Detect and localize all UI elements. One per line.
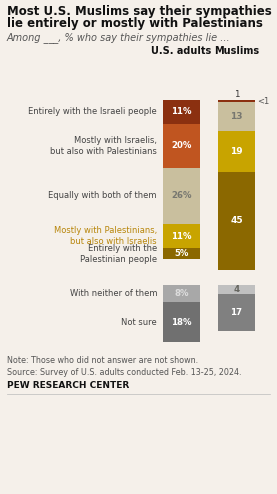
Bar xyxy=(163,285,200,302)
Text: 19: 19 xyxy=(230,147,243,156)
Text: Entirely with the
Palestinian people: Entirely with the Palestinian people xyxy=(80,244,157,264)
Text: 45: 45 xyxy=(230,216,243,225)
Bar xyxy=(218,294,255,331)
Text: 17: 17 xyxy=(230,308,243,317)
Text: U.S. adults: U.S. adults xyxy=(151,46,212,56)
Text: 5%: 5% xyxy=(174,249,189,258)
Text: Mostly with Israelis,
but also with Palestinians: Mostly with Israelis, but also with Pale… xyxy=(50,136,157,156)
Text: 18%: 18% xyxy=(171,318,192,327)
Text: Most U.S. Muslims say their sympathies: Most U.S. Muslims say their sympathies xyxy=(7,5,272,18)
Text: Note: Those who did not answer are not shown.
Source: Survey of U.S. adults cond: Note: Those who did not answer are not s… xyxy=(7,356,242,376)
Bar xyxy=(218,172,255,270)
Text: Mostly with Palestinians,
but also with Israelis: Mostly with Palestinians, but also with … xyxy=(54,226,157,246)
Text: 13: 13 xyxy=(230,112,243,121)
Bar xyxy=(218,100,255,102)
Text: Muslims: Muslims xyxy=(214,46,259,56)
Text: <1: <1 xyxy=(257,97,269,106)
Bar xyxy=(163,100,200,124)
Text: lie entirely or mostly with Palestinians: lie entirely or mostly with Palestinians xyxy=(7,17,263,30)
Bar xyxy=(163,248,200,259)
Text: Among ___, % who say their sympathies lie ...: Among ___, % who say their sympathies li… xyxy=(7,32,231,43)
Text: 4: 4 xyxy=(234,285,240,294)
Text: Entirely with the Israeli people: Entirely with the Israeli people xyxy=(28,108,157,117)
Text: 1: 1 xyxy=(234,90,239,99)
Text: Not sure: Not sure xyxy=(121,318,157,327)
Text: Equally with both of them: Equally with both of them xyxy=(48,191,157,201)
Bar xyxy=(218,130,255,172)
Text: 26%: 26% xyxy=(171,191,192,201)
Bar xyxy=(163,167,200,224)
Text: 11%: 11% xyxy=(171,232,192,241)
Text: 20%: 20% xyxy=(171,141,192,150)
Text: 8%: 8% xyxy=(174,289,189,298)
Bar xyxy=(218,285,255,294)
Text: With neither of them: With neither of them xyxy=(70,289,157,298)
Bar xyxy=(163,302,200,342)
Bar xyxy=(163,224,200,248)
Text: PEW RESEARCH CENTER: PEW RESEARCH CENTER xyxy=(7,381,129,390)
Text: 11%: 11% xyxy=(171,108,192,117)
Bar xyxy=(218,102,255,130)
Bar xyxy=(163,124,200,167)
